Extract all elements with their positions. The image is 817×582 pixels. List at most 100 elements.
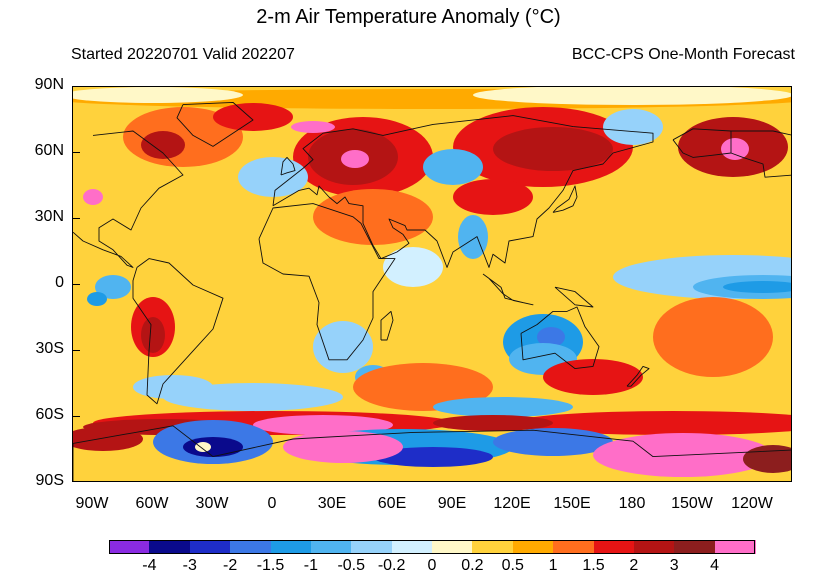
forecast-dates: Started 20220701 Valid 202207	[71, 46, 295, 63]
lon-label-60w: 60W	[135, 495, 169, 512]
coastline-greenland	[176, 101, 254, 147]
coastline-new-guinea	[554, 286, 594, 308]
lat-label-60s: 60S	[35, 406, 64, 423]
colorbar-swatch	[230, 540, 271, 554]
lat-label-30s: 30S	[35, 340, 64, 357]
anomaly-shading	[73, 87, 791, 477]
anomaly-patch	[141, 317, 165, 353]
coastline-alaska	[672, 128, 732, 158]
lon-label-120w: 120W	[731, 495, 773, 512]
lon-label-150e: 150E	[553, 495, 591, 512]
colorbar-label: -3	[182, 557, 197, 574]
tick-mark	[72, 152, 80, 153]
anomaly-patch	[353, 363, 493, 411]
lon-label-30w: 30W	[195, 495, 229, 512]
anomaly-patch	[87, 292, 107, 306]
lon-label-90w: 90W	[75, 495, 109, 512]
anomaly-patch	[537, 327, 565, 347]
coastlines	[73, 101, 791, 481]
colorbar-swatch	[714, 540, 756, 554]
anomaly-patch	[283, 431, 403, 463]
map-title: 2-m Air Temperature Anomaly (°C)	[256, 6, 561, 28]
colorbar-label: -1.5	[256, 557, 285, 574]
colorbar-label: 1	[548, 557, 558, 574]
anomaly-patch	[95, 275, 131, 299]
anomaly-patch	[313, 189, 433, 245]
coastline-eurasia	[272, 115, 654, 268]
lat-label-equator: 0	[55, 274, 64, 291]
anomaly-patch	[433, 415, 553, 431]
anomaly-patch	[458, 215, 488, 259]
anomaly-patch	[141, 131, 185, 159]
anomaly-patch	[433, 397, 573, 417]
coastline-north-america	[73, 130, 184, 268]
colorbar-label: 0	[427, 557, 437, 574]
lon-label-60e: 60E	[377, 495, 407, 512]
coastline-japan	[552, 185, 578, 213]
anomaly-patch	[493, 428, 613, 456]
lon-label-90e: 90E	[437, 495, 467, 512]
colorbar-label: -2	[223, 557, 238, 574]
anomaly-patch	[383, 247, 443, 287]
anomaly-patch	[373, 447, 493, 467]
colorbar-label: 4	[710, 557, 720, 574]
coastline-madagascar	[380, 310, 394, 341]
lat-label-90n: 90N	[34, 76, 64, 93]
tick-mark	[72, 284, 80, 285]
coastline-africa	[258, 203, 396, 361]
anomaly-patch	[183, 437, 243, 457]
tick-mark	[72, 350, 80, 351]
anomaly-patch	[603, 109, 663, 145]
anomaly-patch	[238, 157, 308, 197]
anomaly-field	[73, 87, 791, 481]
coastline-british-isles	[280, 156, 296, 176]
colorbar-swatch	[472, 540, 514, 554]
tick-mark	[72, 86, 80, 87]
coastline-new-zealand	[626, 365, 650, 387]
colorbar-swatch	[391, 540, 433, 554]
lat-label-90s: 90S	[35, 472, 64, 489]
colorbar-label: 3	[669, 557, 679, 574]
colorbar-swatch	[633, 540, 675, 554]
anomaly-patch	[653, 297, 773, 377]
colorbar-swatch	[553, 540, 594, 554]
colorbar-label: 2	[629, 557, 639, 574]
colorbar-swatch	[109, 540, 150, 554]
anomaly-patch	[253, 415, 393, 435]
colorbar-label: 1.5	[582, 557, 605, 574]
coastline-north-america-east-of-date	[730, 130, 791, 178]
anomaly-patch	[721, 138, 749, 160]
coastline-australia	[520, 306, 600, 370]
colorbar-swatch	[432, 540, 473, 554]
colorbar-label: 0.2	[461, 557, 484, 574]
colorbar-swatch	[270, 540, 312, 554]
tick-mark	[72, 218, 80, 219]
anomaly-patch	[83, 189, 103, 205]
anomaly-patch	[213, 103, 293, 131]
anomaly-patch	[513, 411, 791, 435]
colorbar-swatch	[674, 540, 716, 554]
colorbar-label: -0.5	[337, 557, 366, 574]
anomaly-patch	[453, 179, 533, 215]
coastline-south-america	[132, 258, 224, 405]
anomaly-patch	[133, 375, 213, 399]
anomaly-patch	[543, 359, 643, 395]
anomaly-patch	[291, 121, 335, 133]
anomaly-map	[72, 86, 792, 482]
coastline-indonesia	[482, 273, 534, 306]
tick-mark	[72, 416, 80, 417]
colorbar-swatch	[512, 540, 554, 554]
lon-label-0: 0	[267, 495, 277, 512]
colorbar-label: -1	[303, 557, 318, 574]
anomaly-patch	[723, 281, 791, 293]
colorbar-label: -4	[142, 557, 157, 574]
colorbar-label: 0.5	[501, 557, 524, 574]
anomaly-patch	[73, 87, 243, 103]
colorbar-swatch	[149, 540, 191, 554]
lat-label-60n: 60N	[34, 142, 64, 159]
anomaly-patch	[195, 442, 211, 452]
lon-label-180: 180	[618, 495, 646, 512]
forecast-source: BCC-CPS One-Month Forecast	[571, 46, 795, 63]
anomaly-patch	[423, 149, 483, 185]
lat-label-30n: 30N	[34, 208, 64, 225]
